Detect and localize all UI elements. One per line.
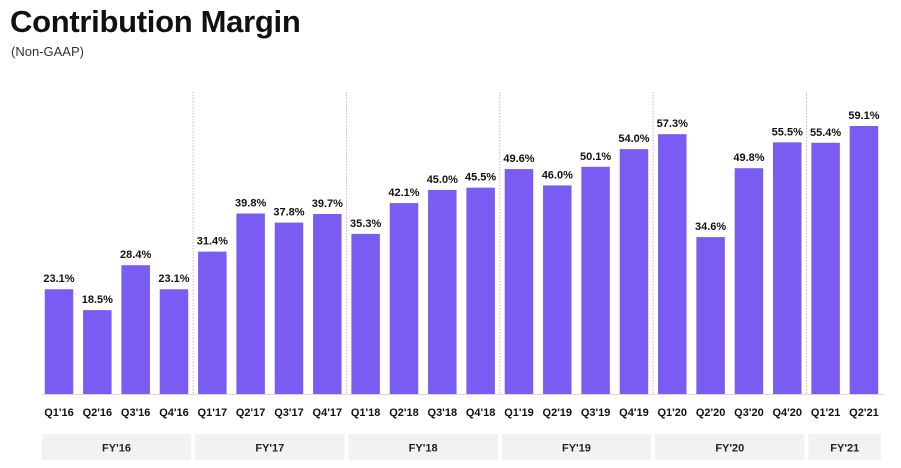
bar-q4-18: [466, 187, 495, 394]
data-label-q4-17: 39.7%: [312, 198, 343, 210]
data-label-q1-18: 35.3%: [350, 218, 381, 230]
fiscal-year-box-fy-16: [41, 434, 192, 460]
category-label-q2-16: Q2'16: [83, 407, 113, 419]
data-label-q4-20: 55.5%: [772, 126, 803, 138]
bar-q3-18: [428, 189, 457, 394]
category-label-q3-20: Q3'20: [734, 407, 764, 419]
fiscal-year-label-fy-19: FY'19: [562, 443, 591, 455]
bar-q1-19: [504, 169, 534, 394]
data-label-q3-19: 50.1%: [580, 151, 611, 163]
data-label-q3-20: 49.8%: [733, 152, 764, 164]
fiscal-year-label-fy-18: FY'18: [409, 443, 438, 455]
bar-q3-19: [581, 166, 610, 394]
category-label-q2-19: Q2'19: [543, 407, 573, 419]
category-label-q1-18: Q1'18: [351, 407, 381, 419]
data-label-q2-17: 39.8%: [235, 198, 266, 210]
bar-q1-17: [198, 251, 227, 394]
category-label-q4-19: Q4'19: [619, 407, 649, 419]
data-label-q2-16: 18.5%: [82, 294, 113, 306]
category-label-q2-21: Q2'21: [849, 407, 879, 419]
category-label-q4-17: Q4'17: [313, 407, 343, 419]
category-label-q1-16: Q1'16: [44, 407, 74, 419]
data-label-q2-19: 46.0%: [542, 169, 573, 181]
data-label-q1-19: 49.6%: [503, 153, 534, 165]
category-label-q1-20: Q1'20: [658, 407, 688, 419]
bar-q4-19: [619, 149, 649, 394]
page-title: Contribution Margin: [10, 4, 301, 39]
data-label-q2-21: 59.1%: [848, 110, 879, 122]
bar-q3-16: [121, 265, 150, 394]
bar-q2-21: [849, 126, 879, 394]
data-label-q4-16: 23.1%: [158, 273, 189, 285]
bar-q4-16: [159, 289, 189, 394]
data-label-q4-19: 54.0%: [618, 133, 649, 145]
category-label-q2-17: Q2'17: [236, 407, 266, 419]
category-label-q3-16: Q3'16: [121, 407, 151, 419]
data-label-q2-18: 42.1%: [388, 187, 419, 199]
fiscal-year-box-fy-21: [808, 434, 882, 460]
category-label-q4-18: Q4'18: [466, 407, 496, 419]
data-label-q1-17: 31.4%: [197, 236, 228, 248]
fiscal-year-label-fy-16: FY'16: [102, 443, 131, 455]
fiscal-year-box-fy-20: [655, 434, 805, 460]
data-label-q2-20: 34.6%: [695, 221, 726, 233]
bar-q3-20: [734, 168, 764, 394]
category-label-q1-21: Q1'21: [811, 407, 841, 419]
bar-q2-19: [543, 185, 572, 394]
fiscal-year-label-fy-20: FY'20: [715, 443, 744, 455]
category-label-q4-16: Q4'16: [159, 407, 189, 419]
category-label-q1-17: Q1'17: [198, 407, 228, 419]
bar-q1-21: [811, 142, 840, 394]
fiscal-year-label-fy-21: FY'21: [830, 443, 859, 455]
bar-q2-17: [236, 213, 265, 394]
page-subtitle: (Non-GAAP): [11, 44, 84, 59]
data-label-q1-16: 23.1%: [43, 273, 74, 285]
fiscal-year-box-fy-18: [348, 434, 498, 460]
data-label-q1-20: 57.3%: [657, 118, 688, 130]
bar-q3-17: [274, 222, 304, 394]
category-label-q1-19: Q1'19: [504, 407, 534, 419]
data-label-q3-16: 28.4%: [120, 249, 151, 261]
bar-q2-16: [83, 310, 112, 394]
bar-q1-18: [351, 233, 380, 394]
category-label-q3-18: Q3'18: [428, 407, 458, 419]
bar-q1-16: [44, 289, 74, 394]
category-label-q3-19: Q3'19: [581, 407, 611, 419]
bar-q2-18: [389, 203, 419, 394]
bar-q4-17: [313, 213, 342, 394]
category-label-q4-20: Q4'20: [773, 407, 803, 419]
data-label-q3-17: 37.8%: [273, 207, 304, 219]
category-label-q2-20: Q2'20: [696, 407, 726, 419]
category-label-q2-18: Q2'18: [389, 407, 419, 419]
bar-q4-20: [773, 142, 802, 394]
data-label-q3-18: 45.0%: [427, 174, 458, 186]
bar-q1-20: [658, 134, 687, 395]
data-label-q1-21: 55.4%: [810, 127, 841, 139]
bar-q2-20: [696, 237, 725, 394]
category-label-q3-17: Q3'17: [274, 407, 304, 419]
data-label-q4-18: 45.5%: [465, 172, 496, 184]
fiscal-year-box-fy-17: [195, 434, 345, 460]
fiscal-year-label-fy-17: FY'17: [255, 443, 284, 455]
fiscal-year-box-fy-19: [501, 434, 652, 460]
